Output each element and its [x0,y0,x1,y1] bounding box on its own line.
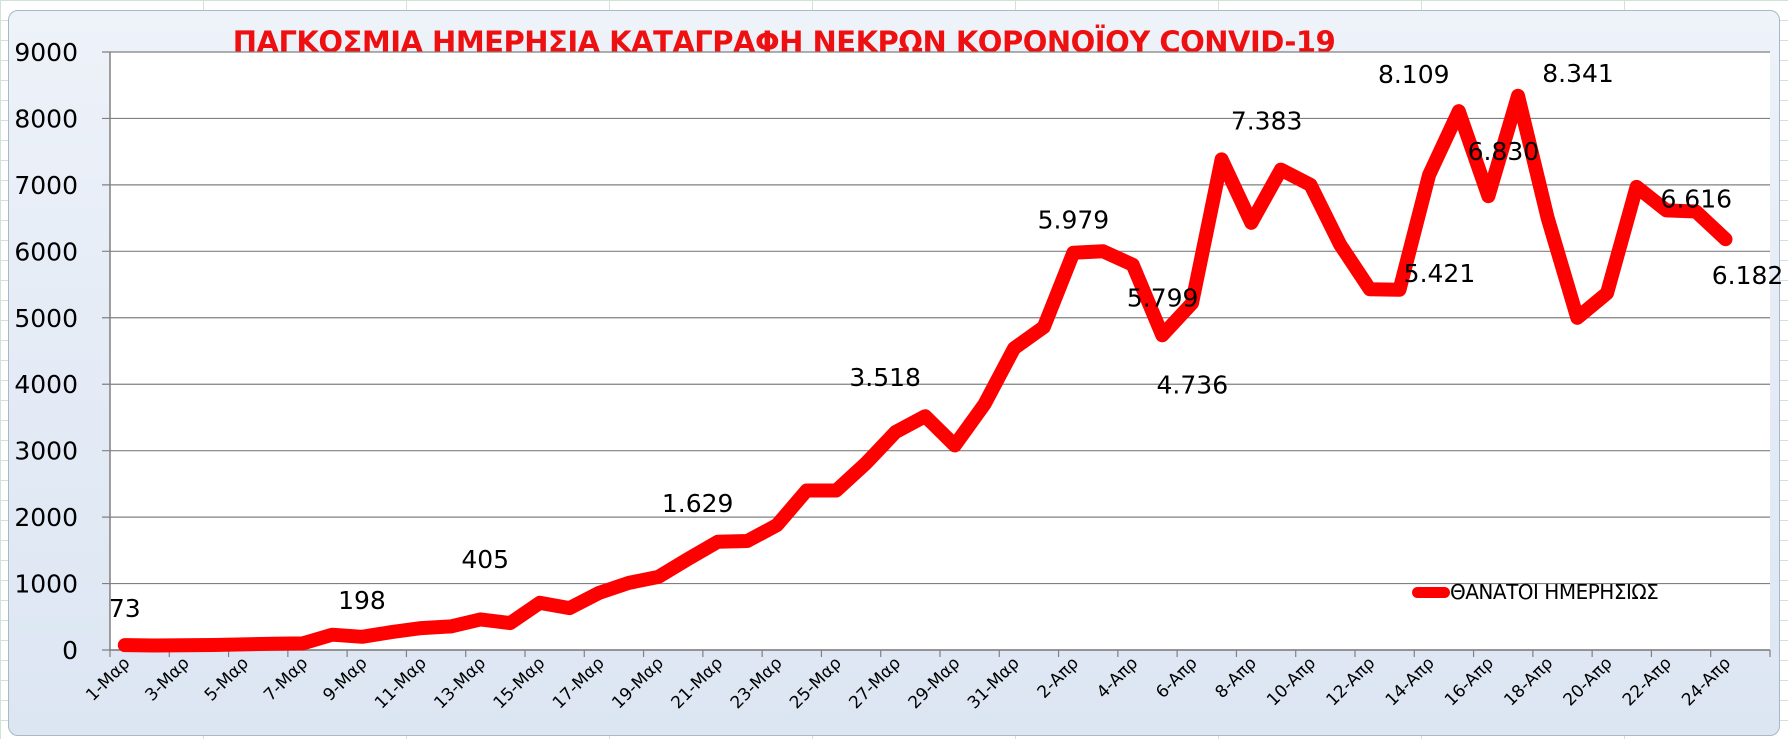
data-label: 6.182 [1712,261,1784,290]
x-tick-label: 24-Απρ [1678,653,1735,710]
x-tick-label: 8-Απρ [1212,653,1261,702]
data-label: 8.109 [1378,60,1450,89]
legend-label: ΘΑΝΑΤΟΙ ΗΜΕΡΗΣΙΩΣ [1450,580,1659,604]
data-label: 5.421 [1404,259,1476,288]
x-tick-label: 12-Απρ [1322,653,1379,710]
data-label: 8.341 [1542,59,1614,88]
y-tick-label: 3000 [14,437,78,466]
x-tick-label: 5-Μαρ [201,653,253,705]
series-line[interactable] [117,88,1733,653]
data-label: 4.736 [1157,370,1229,399]
x-tick-label: 15-Μαρ [490,653,550,713]
data-label: 7.383 [1231,106,1303,135]
x-tick-label: 20-Απρ [1560,653,1617,710]
data-label: 73 [109,594,141,623]
x-tick-label: 29-Μαρ [905,653,965,713]
data-label: 6.830 [1468,137,1540,166]
x-tick-label: 18-Απρ [1500,653,1557,710]
x-tick-label: 6-Απρ [1152,653,1201,702]
x-tick-label: 27-Μαρ [845,653,905,713]
x-tick-label: 25-Μαρ [786,653,846,713]
x-tick-label: 7-Μαρ [260,653,312,705]
x-tick-label: 10-Απρ [1263,653,1320,710]
y-tick-label: 9000 [14,38,78,67]
x-tick-label: 22-Απρ [1619,653,1676,710]
x-tick-label: 17-Μαρ [549,653,609,713]
y-tick-label: 4000 [14,370,78,399]
x-tick-label: 11-Μαρ [371,653,431,713]
legend[interactable]: ΘΑΝΑΤΟΙ ΗΜΕΡΗΣΙΩΣ [1412,580,1659,604]
x-tick-label: 13-Μαρ [430,653,490,713]
data-label: 405 [461,545,509,574]
x-tick-label: 19-Μαρ [608,653,668,713]
y-tick-label: 7000 [14,171,78,200]
data-label: 5.979 [1038,206,1110,235]
x-tick-label: 23-Μαρ [727,653,787,713]
data-label: 198 [338,586,386,615]
x-tick-label: 21-Μαρ [668,653,728,713]
x-tick-label: 14-Απρ [1382,653,1439,710]
data-label: 3.518 [849,363,921,392]
y-tick-label: 0 [62,636,78,665]
y-tick-label: 8000 [14,104,78,133]
x-tick-label: 3-Μαρ [142,653,194,705]
x-tick-label: 1-Μαρ [82,653,134,705]
data-label: 6.616 [1660,184,1732,213]
y-tick-label: 1000 [14,570,78,599]
x-tick-label: 9-Μαρ [319,653,371,705]
x-tick-label: 16-Απρ [1441,653,1498,710]
x-tick-label: 4-Απρ [1093,653,1142,702]
x-tick-label: 2-Απρ [1034,653,1083,702]
data-label: 1.629 [662,489,734,518]
y-tick-label: 6000 [14,237,78,266]
plot-background [110,52,1770,650]
x-tick-label: 31-Μαρ [964,653,1024,713]
legend-line-icon [1412,586,1450,598]
data-label: 5.799 [1127,284,1199,313]
y-tick-label: 5000 [14,304,78,333]
y-tick-label: 2000 [14,503,78,532]
